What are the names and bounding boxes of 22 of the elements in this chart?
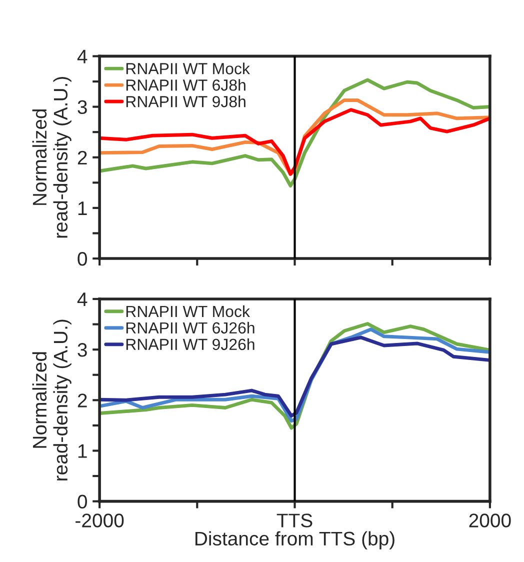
y-tick-label: 2 — [78, 150, 87, 164]
y-axis-title: Normalized read-density (A.U.) — [32, 76, 72, 238]
legend-label: RNAPII WT Mock — [126, 62, 250, 74]
legend-label: RNAPII WT 9J8h — [126, 96, 246, 108]
legend-label: RNAPII WT Mock — [126, 305, 250, 318]
x-tick-label: -2000 — [76, 514, 124, 528]
y-tick-label: 4 — [77, 292, 88, 306]
y-tick-label: 1 — [78, 202, 87, 215]
legend-label: RNAPII WT 9J26h — [126, 338, 254, 350]
y-tick-label: 2 — [78, 394, 87, 408]
legend-label: RNAPII WT 6J26h — [126, 322, 254, 334]
y-tick-label: 0 — [78, 252, 87, 266]
y-tick-label: 4 — [77, 50, 88, 64]
y-tick-label: 3 — [78, 100, 87, 114]
y-tick-label: 0 — [78, 494, 87, 509]
x-axis-title: Distance from TTS (bp) — [195, 531, 394, 550]
x-tick-label: TTS — [276, 514, 312, 528]
legend-label: RNAPII WT 6J8h — [126, 79, 246, 91]
y-tick-label: 1 — [78, 444, 87, 458]
y-tick-label: 3 — [78, 343, 87, 357]
y-axis-title: Normalized read-density (A.U.) — [32, 320, 72, 480]
x-tick-label: 2000 — [469, 514, 511, 528]
